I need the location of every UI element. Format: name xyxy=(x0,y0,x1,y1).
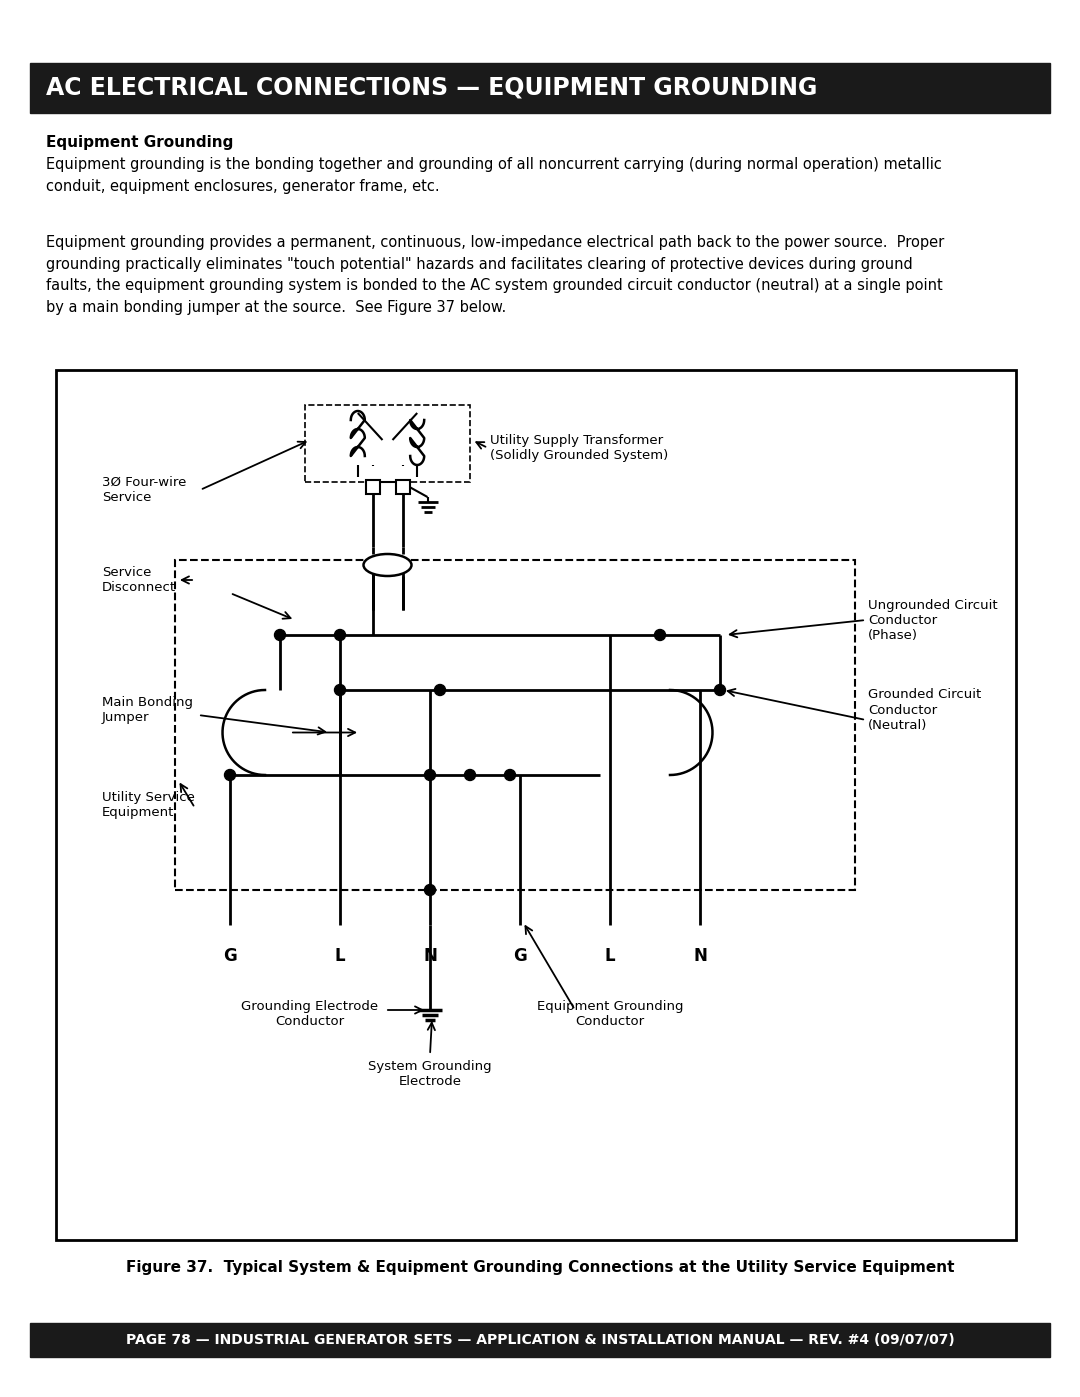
Circle shape xyxy=(335,685,346,696)
Text: L: L xyxy=(335,947,346,965)
Text: L: L xyxy=(605,947,616,965)
Text: System Grounding
Electrode: System Grounding Electrode xyxy=(368,1060,491,1088)
Circle shape xyxy=(715,685,726,696)
Bar xyxy=(395,481,409,495)
Text: Utility Service
Equipment: Utility Service Equipment xyxy=(102,791,194,819)
Text: AC ELECTRICAL CONNECTIONS — EQUIPMENT GROUNDING: AC ELECTRICAL CONNECTIONS — EQUIPMENT GR… xyxy=(46,75,818,101)
Bar xyxy=(30,63,1050,113)
Text: Equipment Grounding: Equipment Grounding xyxy=(46,136,233,149)
Circle shape xyxy=(335,630,346,640)
Text: 3Ø Four-wire
Service: 3Ø Four-wire Service xyxy=(102,476,187,504)
Circle shape xyxy=(504,770,515,781)
Text: PAGE 78 — INDUSTRIAL GENERATOR SETS — APPLICATION & INSTALLATION MANUAL — REV. #: PAGE 78 — INDUSTRIAL GENERATOR SETS — AP… xyxy=(125,1333,955,1347)
Text: Figure 37.  Typical System & Equipment Grounding Connections at the Utility Serv: Figure 37. Typical System & Equipment Gr… xyxy=(125,1260,955,1275)
Text: Equipment Grounding
Conductor: Equipment Grounding Conductor xyxy=(537,1000,684,1028)
Text: N: N xyxy=(423,947,437,965)
Circle shape xyxy=(654,630,665,640)
Text: Utility Supply Transformer
(Solidly Grounded System): Utility Supply Transformer (Solidly Grou… xyxy=(490,434,669,462)
Text: G: G xyxy=(513,947,527,965)
Text: Grounded Circuit
Conductor
(Neutral): Grounded Circuit Conductor (Neutral) xyxy=(868,689,982,732)
Bar xyxy=(175,560,855,890)
Text: Equipment grounding provides a permanent, continuous, low-impedance electrical p: Equipment grounding provides a permanent… xyxy=(46,235,944,314)
Circle shape xyxy=(424,884,435,895)
Circle shape xyxy=(434,685,446,696)
Circle shape xyxy=(225,770,235,781)
Text: G: G xyxy=(224,947,237,965)
Text: N: N xyxy=(693,947,707,965)
Circle shape xyxy=(424,770,435,781)
Text: Service
Disconnect: Service Disconnect xyxy=(102,566,176,594)
Circle shape xyxy=(274,630,285,640)
Bar xyxy=(365,481,379,495)
Text: Main Bonding
Jumper: Main Bonding Jumper xyxy=(102,696,193,724)
Bar xyxy=(56,370,1016,1241)
Text: Equipment grounding is the bonding together and grounding of all noncurrent carr: Equipment grounding is the bonding toget… xyxy=(46,156,942,194)
Bar xyxy=(305,405,470,482)
Ellipse shape xyxy=(364,555,411,576)
Text: Ungrounded Circuit
Conductor
(Phase): Ungrounded Circuit Conductor (Phase) xyxy=(868,598,998,641)
Bar xyxy=(30,1323,1050,1356)
Text: Grounding Electrode
Conductor: Grounding Electrode Conductor xyxy=(242,1000,379,1028)
Circle shape xyxy=(464,770,475,781)
